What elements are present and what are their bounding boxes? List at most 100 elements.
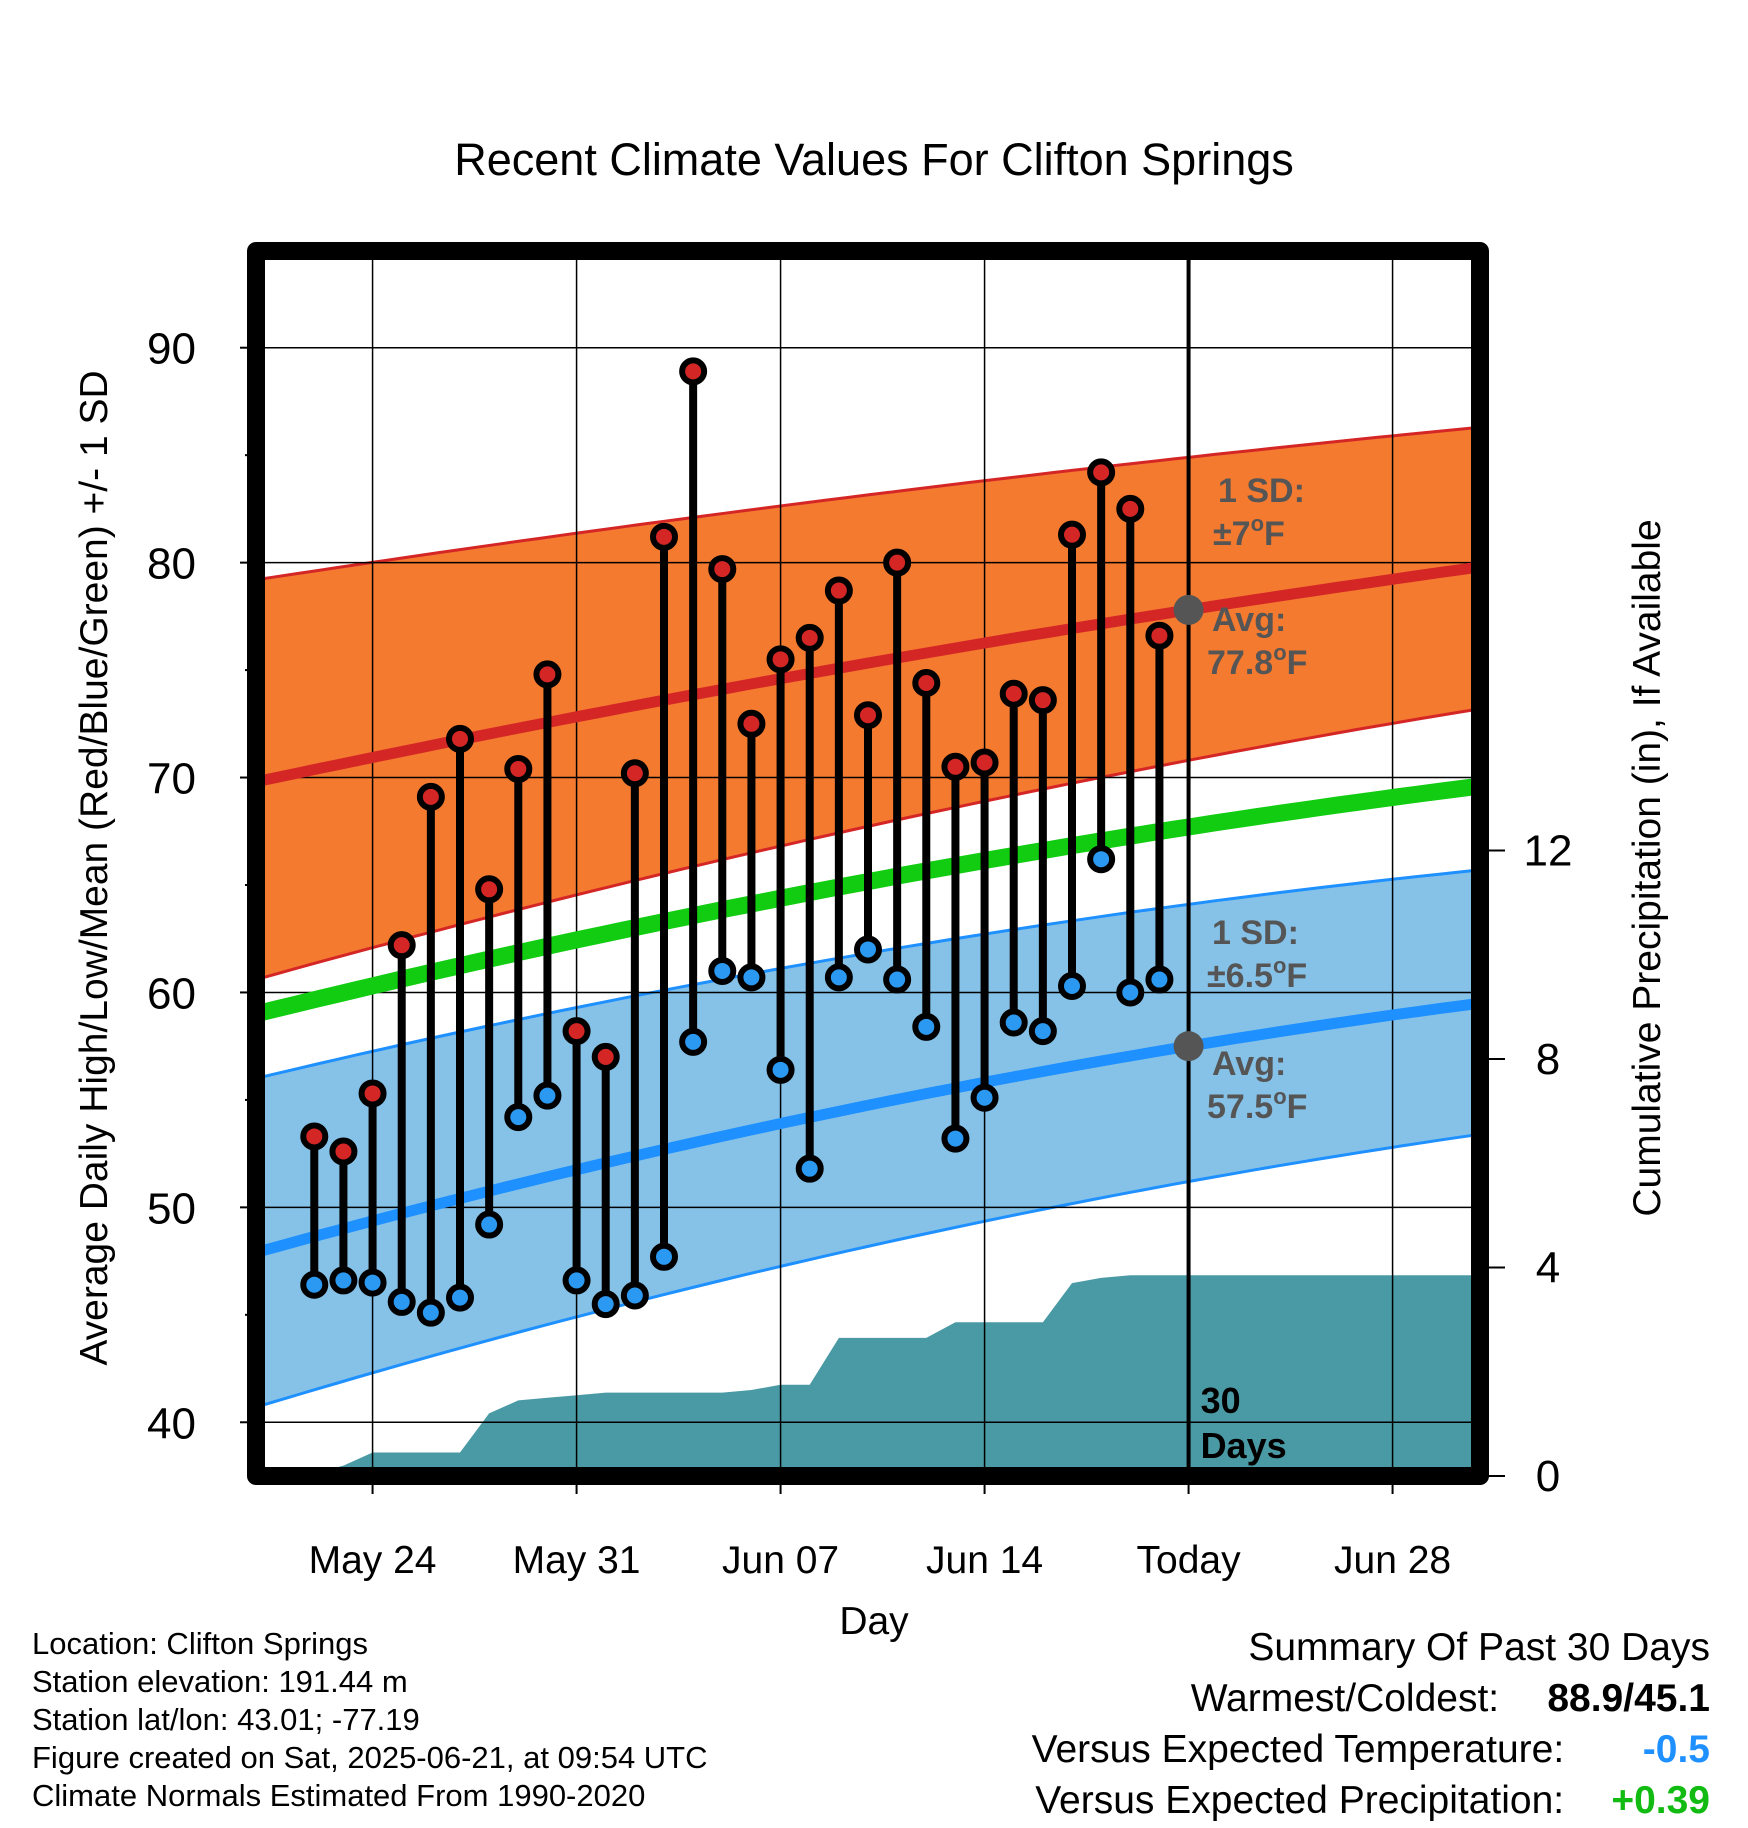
climate-normals-note: Climate Normals Estimated From 1990-2020 — [32, 1778, 646, 1813]
high-temp-point — [766, 645, 795, 674]
high-temp-point — [1058, 520, 1086, 549]
high-temp-point — [795, 623, 824, 652]
x-tick-label: May 24 — [309, 1539, 437, 1582]
today-avg-high-marker — [1173, 594, 1204, 625]
low-temp-point — [795, 1154, 824, 1183]
chart-title: Recent Climate Values For Clifton Spring… — [454, 134, 1294, 185]
high-temp-point — [620, 759, 649, 788]
y2-tick-label: 8 — [1536, 1035, 1560, 1084]
station-location: Location: Clifton Springs — [32, 1626, 369, 1661]
low-sd-band — [256, 869, 1480, 1408]
low-temp-point — [416, 1298, 445, 1327]
summary-panel: Summary Of Past 30 Days Warmest/Coldest:… — [1032, 1622, 1710, 1826]
low-temp-point — [679, 1027, 708, 1056]
low-avg-annotation-label: Avg: — [1212, 1045, 1286, 1083]
high-temp-point — [475, 875, 504, 904]
x-tick-label: Jun 28 — [1334, 1539, 1451, 1582]
low-temp-point — [533, 1081, 562, 1110]
high-temp-point — [883, 548, 912, 577]
summary-precip-anomaly: Versus Expected Precipitation: +0.39 — [1032, 1775, 1710, 1826]
y2-axis-title: Cumulative Precipitation (in), If Availa… — [1626, 519, 1669, 1216]
high-temp-point — [591, 1042, 620, 1071]
low-temp-point — [766, 1055, 795, 1084]
y-tick-label: 40 — [147, 1399, 196, 1448]
y2-tick-label: 0 — [1536, 1452, 1560, 1501]
x-tick-label: Jun 07 — [722, 1539, 839, 1582]
high-temp-point — [329, 1137, 358, 1166]
warm-cold-label: Warmest/Coldest: — [1190, 1677, 1500, 1720]
low-temp-point — [708, 956, 737, 985]
low-temp-point — [387, 1287, 416, 1316]
summary-warm-cold: Warmest/Coldest: 88.9/45.1 — [1032, 1673, 1710, 1724]
x-tick-label: Jun 14 — [926, 1539, 1043, 1582]
low-sd-annotation-label: 1 SD: — [1212, 914, 1299, 952]
high-temp-point — [708, 555, 737, 584]
low-temp-point — [854, 935, 882, 964]
high-sd-annotation-value: ±7oF — [1213, 511, 1285, 553]
high-temp-point — [446, 724, 474, 753]
high-temp-point — [970, 748, 999, 777]
low-temp-point — [1145, 965, 1174, 994]
y-axis-title: Average Daily High/Low/Mean (Red/Blue/Gr… — [73, 370, 116, 1365]
station-latlon: Station lat/lon: 43.01; -77.19 — [32, 1702, 420, 1737]
high-temp-point — [300, 1122, 329, 1151]
figure-created: Figure created on Sat, 2025-06-21, at 09… — [32, 1740, 708, 1775]
high-temp-point — [650, 522, 678, 551]
low-temp-point — [329, 1266, 358, 1295]
window-label-unit: Days — [1201, 1425, 1287, 1466]
low-temp-point — [912, 1012, 941, 1041]
station-metadata: Location: Clifton Springs Station elevat… — [32, 1625, 708, 1815]
high-temp-point — [941, 752, 970, 781]
high-sd-annotation-label: 1 SD: — [1218, 472, 1305, 510]
precip-anomaly-label: Versus Expected Precipitation: — [1035, 1779, 1565, 1822]
today-avg-low-marker — [1173, 1031, 1204, 1062]
low-temp-point — [883, 965, 912, 994]
high-temp-point — [533, 660, 562, 689]
temp-anomaly-label: Versus Expected Temperature: — [1031, 1728, 1565, 1771]
high-temp-point — [999, 679, 1028, 708]
y-tick-label: 90 — [147, 325, 196, 374]
low-temp-point — [1116, 978, 1145, 1007]
x-axis-title: Day — [839, 1600, 909, 1643]
high-temp-point — [358, 1079, 387, 1108]
low-temp-point — [824, 963, 853, 992]
low-avg-annotation-value: 57.5oF — [1207, 1084, 1307, 1126]
low-temp-point — [475, 1210, 504, 1239]
low-temp-point — [358, 1268, 387, 1297]
warm-cold-value: 88.9/45.1 — [1547, 1677, 1710, 1720]
temp-anomaly-value: -0.5 — [1642, 1728, 1710, 1771]
summary-temp-anomaly: Versus Expected Temperature: -0.5 — [1032, 1724, 1710, 1775]
high-temp-point — [387, 931, 416, 960]
high-temp-point — [1145, 621, 1174, 650]
y-tick-label: 50 — [147, 1184, 196, 1233]
low-temp-point — [504, 1103, 533, 1132]
station-elevation: Station elevation: 191.44 m — [32, 1664, 408, 1699]
high-temp-point — [1116, 494, 1145, 523]
low-temp-point — [650, 1242, 678, 1271]
low-temp-point — [446, 1283, 474, 1312]
low-temp-point — [300, 1270, 329, 1299]
y-tick-label: 70 — [147, 755, 196, 804]
low-temp-point — [620, 1281, 649, 1310]
low-temp-point — [1087, 845, 1116, 874]
high-temp-point — [679, 357, 708, 386]
precip-anomaly-value: +0.39 — [1611, 1779, 1710, 1822]
y2-tick-label: 4 — [1536, 1243, 1560, 1292]
low-temp-point — [970, 1083, 999, 1112]
high-temp-point — [912, 668, 941, 697]
low-temp-point — [941, 1124, 970, 1153]
high-temp-point — [854, 701, 882, 730]
high-temp-point — [1028, 686, 1057, 715]
window-label-count: 30 — [1201, 1380, 1241, 1421]
low-temp-point — [1028, 1017, 1057, 1046]
precip-area — [256, 1275, 1480, 1476]
axes: 40 50 60 70 80 90 0 4 8 12 May 24 May 31 Jun 07 Jun 1… — [147, 242, 1573, 1582]
low-sd-band-lower-edge — [256, 1132, 1480, 1409]
low-temp-point — [999, 1008, 1028, 1037]
low-temp-point — [591, 1290, 620, 1319]
x-tick-label: May 31 — [513, 1539, 641, 1582]
y2-tick-label: 12 — [1524, 826, 1573, 875]
low-temp-point — [562, 1266, 591, 1295]
